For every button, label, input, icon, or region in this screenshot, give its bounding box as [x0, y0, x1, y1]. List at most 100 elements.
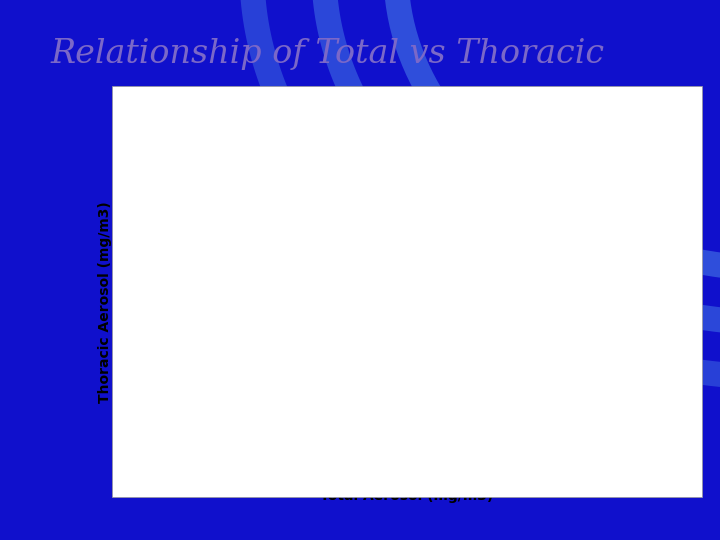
Point	[187, 422, 199, 431]
Point	[216, 395, 228, 404]
Point	[249, 359, 261, 368]
Point	[382, 344, 393, 353]
Point	[327, 320, 338, 328]
Point	[372, 309, 383, 318]
Point	[595, 239, 607, 247]
Point	[212, 392, 224, 401]
Point	[241, 370, 253, 379]
Point	[319, 314, 330, 322]
Point	[274, 392, 286, 401]
Point	[194, 410, 206, 419]
Point	[246, 362, 257, 371]
Point	[294, 340, 305, 348]
Point	[243, 365, 255, 374]
Text: Thoracic Aerosol = 0.72 * Total Aerosol: Thoracic Aerosol = 0.72 * Total Aerosol	[286, 150, 530, 163]
Point	[255, 355, 266, 363]
Point	[615, 239, 626, 247]
Point	[189, 420, 200, 428]
Point	[177, 435, 189, 443]
Point	[202, 395, 214, 404]
Point	[233, 374, 245, 383]
Point	[235, 370, 247, 379]
Point	[625, 219, 636, 227]
Point	[226, 377, 238, 386]
Point	[204, 400, 216, 408]
Point	[235, 404, 247, 413]
Point	[411, 325, 423, 333]
Point	[232, 380, 243, 389]
Point	[168, 436, 179, 444]
Point	[174, 435, 185, 443]
Point	[440, 309, 451, 318]
Point	[251, 362, 263, 371]
Point	[235, 377, 247, 386]
Point	[294, 389, 305, 398]
Point	[362, 325, 374, 333]
Point	[224, 389, 235, 398]
Point	[207, 400, 218, 408]
Point	[175, 436, 186, 444]
Point	[160, 447, 171, 455]
X-axis label: Total Aerosol (mg/m3): Total Aerosol (mg/m3)	[320, 489, 493, 503]
Point	[246, 370, 257, 379]
Point	[362, 355, 374, 363]
Point	[208, 400, 220, 408]
Point	[343, 299, 354, 307]
Point	[183, 428, 194, 437]
Point	[261, 355, 272, 363]
Text: Relationship of Total vs Thoracic: Relationship of Total vs Thoracic	[50, 38, 605, 70]
Point	[183, 422, 194, 431]
Point	[163, 442, 175, 451]
Point	[197, 407, 208, 416]
Point	[207, 415, 218, 423]
Point	[333, 362, 344, 371]
Point	[168, 439, 179, 448]
Point	[420, 320, 432, 328]
Point	[391, 340, 402, 348]
Point	[346, 309, 358, 318]
Y-axis label: Thoracic Aerosol (mg/m3): Thoracic Aerosol (mg/m3)	[98, 201, 112, 403]
Point	[259, 359, 271, 368]
Point	[431, 314, 442, 322]
Point	[230, 384, 241, 393]
Point	[193, 415, 204, 423]
Point	[547, 239, 559, 247]
Point	[362, 407, 374, 416]
Point	[238, 374, 249, 383]
Point	[313, 332, 325, 341]
Point	[557, 219, 568, 227]
Point	[246, 400, 257, 408]
Point	[226, 407, 238, 416]
Point	[156, 449, 167, 458]
Point	[333, 302, 344, 310]
Point	[280, 350, 292, 359]
Point	[214, 389, 225, 398]
Point	[199, 407, 210, 416]
Point	[216, 410, 228, 419]
Point	[222, 392, 233, 401]
Point	[226, 384, 238, 393]
Point	[265, 350, 276, 359]
Point	[323, 309, 335, 318]
Point	[304, 344, 315, 353]
Point	[634, 239, 646, 247]
Point	[366, 314, 377, 322]
Point	[265, 400, 276, 408]
Point	[218, 384, 230, 393]
Point	[537, 219, 549, 227]
Point	[576, 234, 588, 242]
Point	[269, 355, 280, 363]
Point	[352, 359, 364, 368]
Point	[255, 395, 266, 404]
Point	[338, 309, 350, 318]
Point	[201, 404, 212, 413]
Point	[284, 340, 296, 348]
Point	[359, 302, 370, 310]
Point	[228, 380, 239, 389]
Point	[207, 395, 218, 404]
Point	[212, 400, 224, 408]
Point	[216, 392, 228, 401]
Point	[166, 441, 177, 449]
Point	[177, 430, 189, 438]
Text: n = 122: n = 122	[286, 176, 336, 189]
